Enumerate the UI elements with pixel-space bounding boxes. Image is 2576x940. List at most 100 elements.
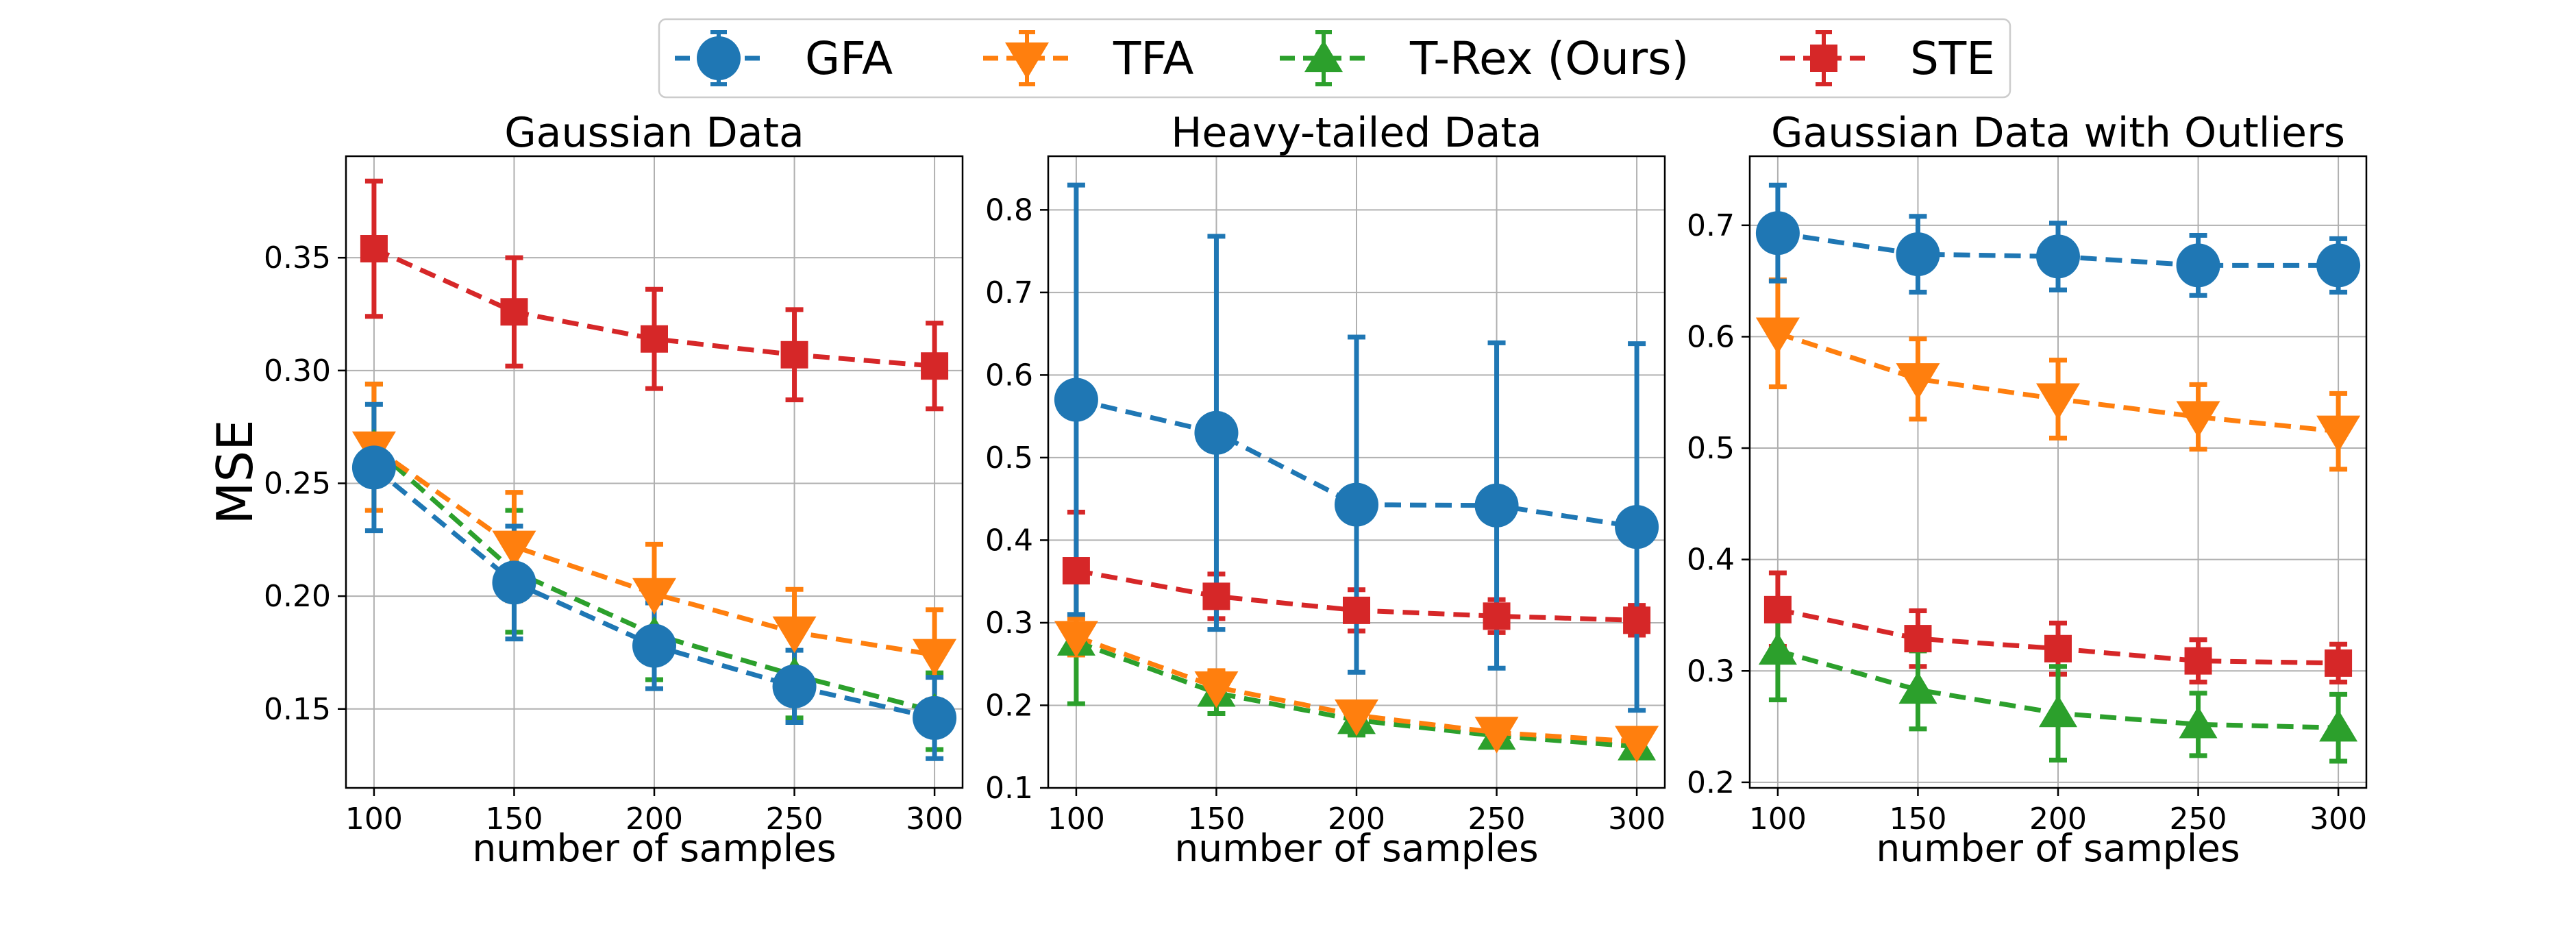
data-point-ste [2325, 649, 2353, 677]
x-tick-label: 250 [2170, 802, 2227, 837]
data-point-ste [500, 298, 528, 326]
data-point-gfa [1054, 378, 1098, 422]
axes-frame [345, 155, 964, 789]
x-tick-label: 250 [766, 802, 823, 837]
legend: GFA TFA T-Rex (Ours) STE [658, 18, 2011, 99]
data-point-tfa [632, 578, 676, 615]
panel-title: Gaussian Data with Outliers [1771, 109, 2345, 157]
data-point-t-rex [1898, 671, 1937, 704]
axes-frame [1047, 155, 1666, 789]
legend-entry-ste: STE [1780, 30, 1995, 86]
data-point-ste [1062, 557, 1090, 585]
y-tick-label: 0.5 [1687, 431, 1735, 466]
x-tick-label: 250 [1468, 802, 1526, 837]
y-tick-label: 0.7 [985, 275, 1033, 310]
y-axis-label: MSE [206, 419, 264, 524]
data-point-ste [2184, 647, 2212, 675]
x-tick-label: 300 [906, 802, 963, 837]
y-tick-label: 0.35 [264, 240, 331, 275]
data-point-tfa [2316, 415, 2361, 453]
data-point-tfa [492, 530, 536, 568]
data-point-ste [1763, 595, 1792, 623]
legend-handle-t-rex [1280, 30, 1367, 86]
panel-title: Gaussian Data [504, 109, 804, 157]
data-point-gfa [2316, 243, 2361, 288]
y-tick-label: 0.6 [985, 358, 1033, 393]
y-tick-label: 0.30 [264, 354, 331, 388]
data-point-gfa [772, 664, 817, 708]
y-tick-label: 0.4 [985, 523, 1033, 558]
y-tick-label: 0.8 [985, 193, 1033, 227]
data-point-tfa [1896, 363, 1940, 400]
x-tick-label: 300 [1608, 802, 1665, 837]
data-point-tfa [1755, 317, 1800, 354]
data-point-gfa [1194, 410, 1239, 455]
legend-handle-tfa [983, 30, 1071, 86]
data-point-t-rex [2039, 695, 2077, 728]
series-line-gfa [1076, 397, 1637, 530]
legend-label-t-rex: T-Rex (Ours) [1409, 32, 1689, 85]
data-point-gfa [913, 695, 957, 740]
data-point-tfa [1194, 671, 1239, 708]
data-point-gfa [1755, 211, 1800, 256]
legend-label-gfa: GFA [805, 32, 893, 85]
data-point-tfa [1474, 717, 1519, 754]
x-tick-label: 150 [1187, 802, 1245, 837]
panel-heavy-tailed-data: Heavy-tailed Data number of samples 100 1… [985, 109, 1666, 870]
x-tick-label: 100 [345, 802, 403, 837]
data-point-gfa [1615, 505, 1659, 549]
panel-gaussian-data-with-outliers: Gaussian Data with Outliers number of sa… [1687, 109, 2368, 870]
y-tick-label: 0.25 [264, 466, 331, 501]
y-tick-label: 0.4 [1687, 543, 1735, 578]
y-tick-label: 0.7 [1687, 208, 1735, 243]
data-point-tfa [1054, 621, 1098, 658]
legend-marker-ste [1810, 45, 1837, 72]
y-tick-label: 0.2 [1687, 765, 1735, 800]
data-point-tfa [2036, 383, 2080, 420]
data-point-tfa [2176, 401, 2220, 438]
y-tick-label: 0.3 [985, 606, 1033, 641]
data-point-t-rex [2179, 706, 2218, 739]
x-tick-label: 200 [2029, 802, 2087, 837]
data-point-tfa [1615, 726, 1659, 763]
data-point-ste [1904, 625, 1932, 653]
data-point-gfa [1474, 483, 1519, 528]
data-point-tfa [1335, 699, 1378, 737]
axes-frame [1748, 155, 2368, 789]
data-point-t-rex [2319, 709, 2358, 742]
data-point-gfa [632, 623, 676, 668]
series-markers [351, 235, 957, 740]
series-markers [1054, 378, 1659, 763]
x-tick-label: 300 [2309, 802, 2367, 837]
data-point-ste [1483, 602, 1511, 630]
legend-handle-ste [1780, 30, 1868, 86]
y-tick-label: 0.5 [985, 441, 1033, 475]
legend-marker-tfa [1005, 42, 1049, 79]
y-tick-label: 0.6 [1687, 319, 1735, 354]
legend-entry-gfa: GFA [675, 30, 893, 86]
data-point-ste [921, 352, 949, 380]
data-point-ste [2044, 634, 2072, 663]
panel-title: Heavy-tailed Data [1171, 109, 1541, 157]
data-point-t-rex [1758, 632, 1797, 665]
x-tick-label: 150 [1889, 802, 1946, 837]
data-point-gfa [351, 445, 396, 490]
y-tick-label: 0.3 [1687, 654, 1735, 689]
legend-label-tfa: TFA [1113, 32, 1193, 85]
x-axis-label: number of samples [1876, 826, 2240, 870]
data-point-gfa [1335, 482, 1378, 527]
y-tick-label: 0.15 [264, 692, 331, 727]
panel-gaussian-data: Gaussian Data number of samples MSE 100 1… [206, 109, 964, 870]
data-point-ste [641, 325, 668, 353]
data-point-gfa [492, 560, 536, 605]
y-tick-label: 0.20 [264, 579, 331, 614]
series-line-ste [373, 246, 935, 369]
data-point-ste [360, 235, 388, 263]
data-point-tfa [772, 616, 817, 654]
legend-entry-tfa: TFA [983, 30, 1193, 86]
x-tick-label: 200 [1328, 802, 1385, 837]
legend-handle-gfa [675, 30, 763, 86]
y-tick-label: 0.1 [985, 771, 1033, 806]
legend-marker-t-rex [1304, 40, 1343, 73]
